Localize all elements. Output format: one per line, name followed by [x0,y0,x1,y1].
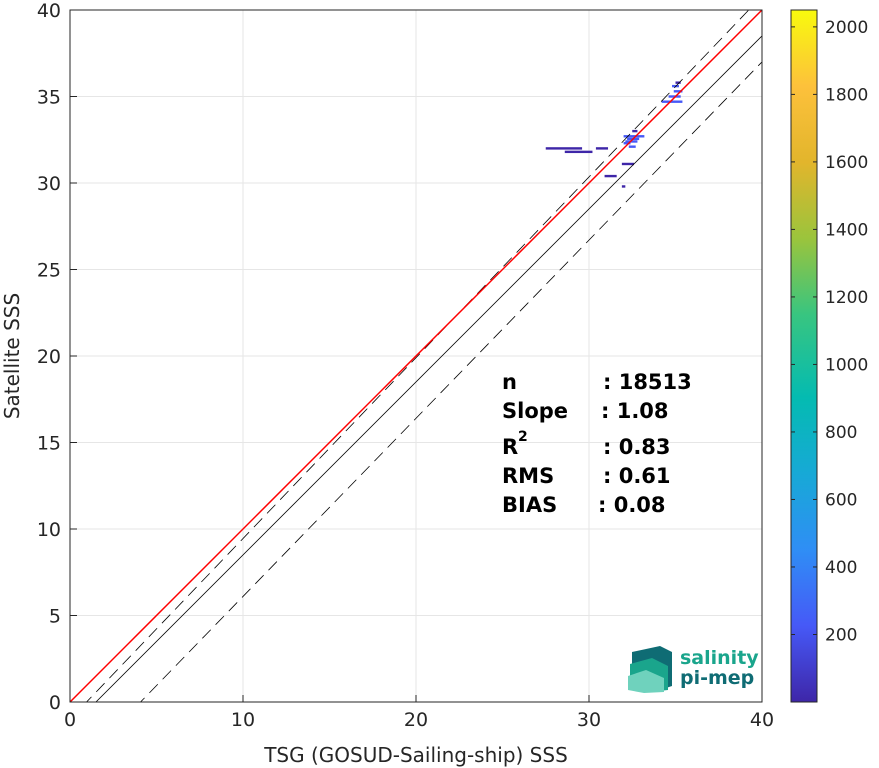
density-cell [632,129,638,133]
y-tick-label: 35 [37,87,61,109]
x-tick-label: 30 [577,709,601,731]
stat-rms-value: : 0.61 [603,464,671,488]
density-cell [675,81,681,84]
y-tick-label: 25 [37,260,61,282]
colorbar-tick-label: 1200 [825,288,868,308]
density-cell [661,100,683,103]
colorbar-tick-label: 800 [825,423,857,443]
stat-n-value: : 18513 [603,370,692,394]
y-tick-label: 30 [37,173,61,195]
x-tick-label: 0 [64,709,76,731]
y-tick-label: 15 [37,433,61,455]
y-tick-label: 10 [37,519,61,541]
density-cell [673,90,683,93]
colorbar-tick-label: 1400 [825,220,868,240]
logo-waves-icon [628,646,672,693]
x-tick-label: 10 [231,709,255,731]
density-cell [604,174,617,178]
colorbar-tick-label: 1000 [825,355,868,375]
density-cell [545,147,583,150]
y-tick-label: 5 [49,606,61,628]
stat-bias-value: : 0.08 [598,493,666,517]
colorbar-tick-label: 400 [825,558,857,578]
stat-slope-value: : 1.08 [601,399,669,423]
stats-box: n : 18513 Slope : 1.08 R 2 : 0.83 RMS : … [502,370,692,517]
density-cell [623,142,631,145]
x-axis-title: TSG (GOSUD-Sailing-ship) SSS [263,743,568,767]
colorbar [791,10,817,702]
colorbar-tick-label: 200 [825,625,857,645]
colorbar-ticks: 200 400 600 800 1000 1200 1400 1600 1800 2000 [791,18,868,645]
y-tick-label: 0 [49,692,61,714]
stat-slope-label: Slope [502,399,568,423]
stat-r2-value: : 0.83 [603,435,671,459]
salinity-pi-mep-logo: salinity pi-mep [628,646,759,693]
colorbar-frame [790,9,818,703]
upper-bound-line [86,10,750,702]
density-cell [564,150,593,154]
regression-line [70,10,762,702]
colorbar-tick-label: 1800 [825,85,868,105]
stat-r2-label: R [502,435,518,459]
density-cell [628,145,636,148]
colorbar-tick-label: 600 [825,490,857,510]
stat-r2-superscript: 2 [518,429,528,445]
stat-bias-label: BIAS [502,493,557,517]
y-tick-label: 40 [37,0,61,22]
logo-line-pi-mep: pi-mep [680,667,754,689]
colorbar-tick-label: 2000 [825,18,868,38]
identity-line [95,35,762,702]
density-cells [545,81,683,188]
y-axis-title: Satellite SSS [0,293,24,419]
axis-ticks: 0 10 20 30 40 0 5 10 15 20 25 30 35 40 [37,0,774,731]
colorbar-tick-label: 1600 [825,153,868,173]
density-cell [621,162,634,166]
stat-rms-label: RMS [502,464,554,488]
stat-n-label: n [502,370,517,394]
x-tick-label: 40 [750,709,774,731]
density-cell [621,185,626,188]
logo-line-salinity: salinity [680,647,759,669]
y-tick-label: 20 [37,346,61,368]
x-tick-label: 20 [404,709,428,731]
density-cell [595,147,609,150]
reference-lines [70,10,762,702]
density-cell [623,135,645,138]
lower-bound-line [139,61,762,702]
